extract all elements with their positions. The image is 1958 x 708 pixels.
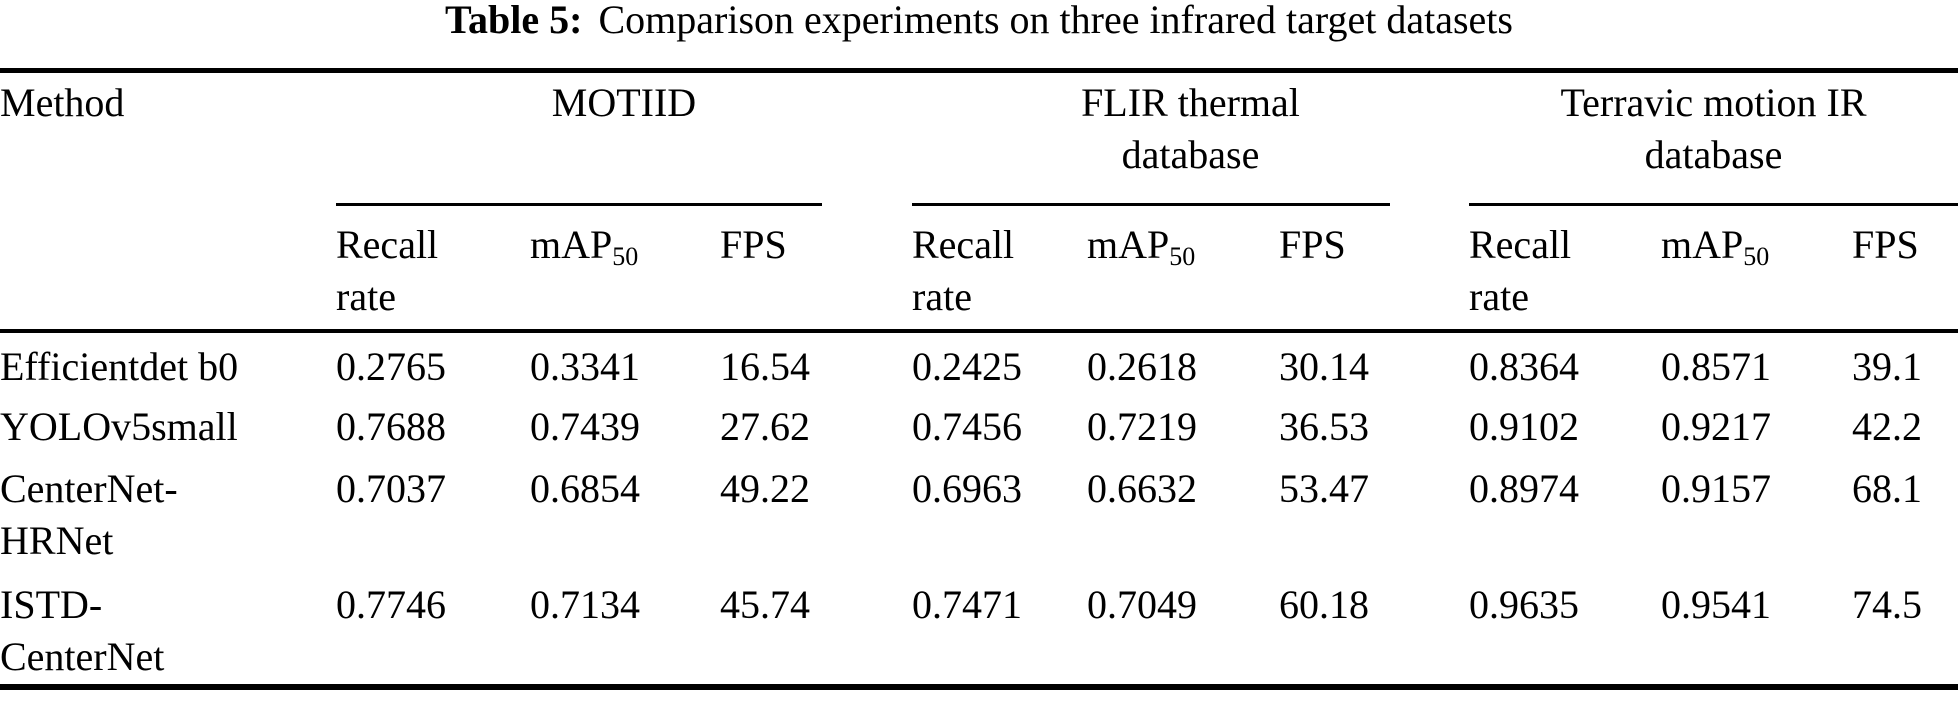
value-cell: 0.2765 [336, 328, 530, 393]
value-cell: 27.62 [720, 403, 810, 449]
method-cell: ISTD- CenterNet [0, 570, 336, 690]
value-cell: 68.1 [1852, 465, 1922, 511]
comparison-table: Method MOTIID FLIR thermal database Terr… [0, 68, 1958, 690]
value-cell: 49.22 [720, 465, 810, 511]
group-underline-flir [912, 202, 1390, 206]
method-cell: Efficientdet b0 [0, 328, 336, 393]
value-cell: 0.9157 [1661, 465, 1771, 511]
value-cell: 42.2 [1852, 403, 1922, 449]
group-title-line: database [1121, 132, 1260, 177]
group-underline-flir-cell [912, 202, 1469, 219]
value-cell: 0.7219 [1087, 403, 1197, 449]
value-cell: 53.47 [1279, 465, 1369, 511]
fps-header-flir: FPS [1279, 221, 1346, 267]
method-column-header: Method [0, 68, 336, 203]
recall-rate-header-flir: Recall rate [912, 221, 1015, 319]
value-cell: 60.18 [1279, 570, 1469, 690]
group-header-flir: FLIR thermal database [912, 68, 1469, 203]
table-row-yolov5small: YOLOv5small 0.7688 0.7439 27.62 0.7456 0… [0, 393, 1958, 455]
spacer-cell [0, 203, 336, 219]
value-cell: 0.2425 [912, 328, 1087, 393]
value-cell: 0.7688 [336, 403, 446, 449]
value-cell: 0.2618 [1087, 328, 1279, 393]
value-cell: 39.1 [1852, 328, 1958, 393]
value-cell: 0.7439 [530, 403, 640, 449]
value-cell: 30.14 [1279, 328, 1469, 393]
value-cell: 0.7049 [1087, 570, 1279, 690]
map50-header-terravic: mAP50 [1661, 221, 1770, 271]
group-title-line: database [1644, 132, 1783, 177]
fps-header-terravic: FPS [1852, 221, 1919, 267]
spacer-cell [0, 219, 336, 331]
value-cell: 0.7037 [336, 465, 446, 511]
group-underline-motiid [336, 202, 822, 206]
recall-rate-header-terravic: Recall rate [1469, 221, 1572, 319]
metric-header-row: Recall rate mAP50 FPS Recall rate mAP50 … [0, 219, 1958, 331]
group-title-line: MOTIID [551, 80, 697, 125]
map50-subscript: 50 [1743, 241, 1770, 271]
value-cell: 0.9102 [1469, 403, 1579, 449]
value-cell: 0.7456 [912, 403, 1022, 449]
value-cell: 0.9635 [1469, 570, 1661, 690]
group-underline-row [0, 202, 1958, 219]
value-cell: 74.5 [1852, 570, 1958, 690]
value-cell: 0.7471 [912, 570, 1087, 690]
value-cell: 0.6632 [1087, 465, 1197, 511]
group-header-row: Method MOTIID FLIR thermal database Terr… [0, 68, 1958, 203]
value-cell: 16.54 [720, 328, 912, 393]
method-cell: YOLOv5small [0, 403, 238, 449]
value-cell: 0.6963 [912, 465, 1022, 511]
value-cell: 0.7134 [530, 570, 720, 690]
value-cell: 45.74 [720, 570, 912, 690]
table-caption-text: Comparison experiments on three infrared… [598, 0, 1513, 42]
value-cell: 0.6854 [530, 465, 640, 511]
method-cell: CenterNet- HRNet [0, 465, 178, 563]
value-cell: 0.7746 [336, 570, 530, 690]
group-title-line: Terravic motion IR [1560, 80, 1867, 125]
table-caption-label: Table 5: [445, 0, 583, 42]
table-row-istd-centernet: ISTD- CenterNet 0.7746 0.7134 45.74 0.74… [0, 570, 1958, 690]
recall-rate-header-motiid: Recall rate [336, 221, 439, 319]
value-cell: 0.3341 [530, 328, 720, 393]
map50-subscript: 50 [1169, 241, 1196, 271]
group-header-terravic: Terravic motion IR database [1469, 68, 1958, 203]
table-row-centernet-hrnet: CenterNet- HRNet 0.7037 0.6854 49.22 0.6… [0, 455, 1958, 571]
map50-header-motiid: mAP50 [530, 221, 639, 271]
value-cell: 0.8974 [1469, 465, 1579, 511]
value-cell: 36.53 [1279, 403, 1369, 449]
map50-subscript: 50 [612, 241, 639, 271]
table-caption: Table 5: Comparison experiments on three … [0, 0, 1958, 40]
table-row-efficientdet-b0: Efficientdet b0 0.2765 0.3341 16.54 0.24… [0, 328, 1958, 393]
group-underline-terravic [1469, 202, 1958, 206]
map50-header-flir: mAP50 [1087, 221, 1196, 271]
value-cell: 0.8571 [1661, 328, 1852, 393]
fps-header-motiid: FPS [720, 221, 787, 267]
group-title-line: FLIR thermal [1081, 80, 1300, 125]
group-underline-terravic-cell [1469, 202, 1958, 219]
value-cell: 0.9217 [1661, 403, 1771, 449]
value-cell: 0.8364 [1469, 328, 1661, 393]
value-cell: 0.9541 [1661, 570, 1852, 690]
group-underline-motiid-cell [336, 202, 912, 219]
group-header-motiid: MOTIID [336, 68, 912, 203]
